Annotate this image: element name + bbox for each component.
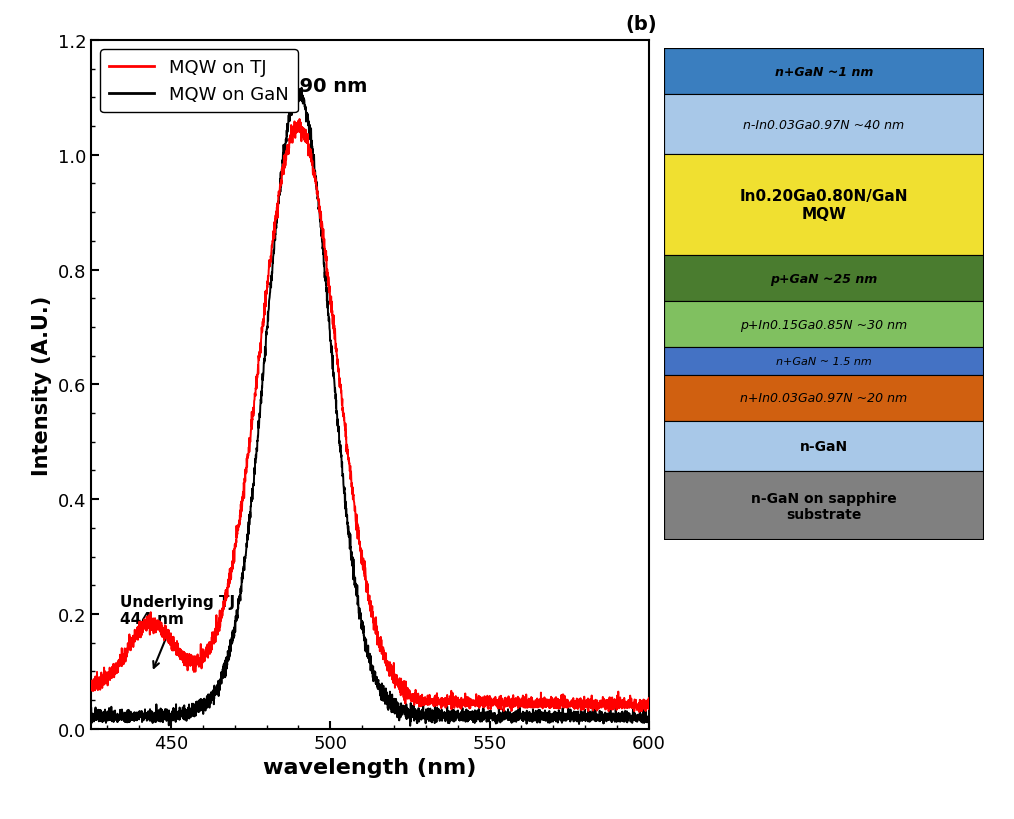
Text: p+GaN ~25 nm: p+GaN ~25 nm — [771, 272, 877, 285]
Y-axis label: Intensity (A.U.): Intensity (A.U.) — [32, 295, 52, 475]
Line: MQW on GaN: MQW on GaN — [91, 87, 649, 726]
X-axis label: wavelength (nm): wavelength (nm) — [264, 758, 477, 777]
Legend: MQW on TJ, MQW on GaN: MQW on TJ, MQW on GaN — [100, 50, 298, 113]
MQW on GaN — [633, 709, 645, 719]
Text: n+In0.03Ga0.97N ~20 nm: n+In0.03Ga0.97N ~20 nm — [740, 391, 908, 405]
Bar — [664, 375, 984, 421]
Text: p+In0.15Ga0.85N ~30 nm: p+In0.15Ga0.85N ~30 nm — [740, 319, 908, 331]
MQW on GaN — [299, 104, 311, 114]
Line: MQW on TJ: MQW on TJ — [91, 120, 649, 712]
MQW on GaN — [323, 324, 336, 333]
Text: (a): (a) — [114, 69, 144, 88]
MQW on GaN — [149, 717, 161, 726]
Bar — [664, 347, 984, 375]
MQW on TJ — [632, 701, 644, 711]
Text: 490 nm: 490 nm — [286, 76, 367, 95]
Bar — [664, 256, 984, 301]
Bar — [664, 95, 984, 155]
Text: n-GaN on sapphire
substrate: n-GaN on sapphire substrate — [751, 491, 896, 521]
MQW on GaN — [182, 713, 194, 723]
MQW on TJ — [149, 615, 161, 625]
Bar — [664, 49, 984, 95]
Text: n+GaN ~1 nm: n+GaN ~1 nm — [775, 66, 873, 79]
Bar — [664, 421, 984, 472]
Text: (b): (b) — [626, 16, 657, 34]
MQW on TJ — [299, 130, 311, 140]
MQW on TJ — [323, 283, 336, 293]
Bar — [664, 155, 984, 256]
MQW on GaN — [85, 704, 97, 713]
Text: n-GaN: n-GaN — [800, 440, 848, 454]
MQW on GaN — [405, 721, 417, 731]
MQW on GaN — [572, 714, 584, 724]
MQW on TJ — [85, 676, 97, 686]
Text: Underlying TJ
444 nm: Underlying TJ 444 nm — [120, 595, 235, 668]
Text: In0.20Ga0.80N/GaN
MQW: In0.20Ga0.80N/GaN MQW — [739, 189, 909, 221]
MQW on TJ — [293, 115, 305, 124]
MQW on TJ — [643, 704, 655, 714]
MQW on TJ — [572, 702, 584, 712]
MQW on GaN — [291, 82, 303, 92]
MQW on TJ — [633, 707, 645, 717]
Text: n-In0.03Ga0.97N ~40 nm: n-In0.03Ga0.97N ~40 nm — [743, 119, 904, 131]
MQW on TJ — [182, 657, 194, 667]
MQW on GaN — [643, 711, 655, 721]
Text: n+GaN ~ 1.5 nm: n+GaN ~ 1.5 nm — [776, 356, 872, 366]
Bar — [664, 472, 984, 541]
Bar — [664, 301, 984, 347]
